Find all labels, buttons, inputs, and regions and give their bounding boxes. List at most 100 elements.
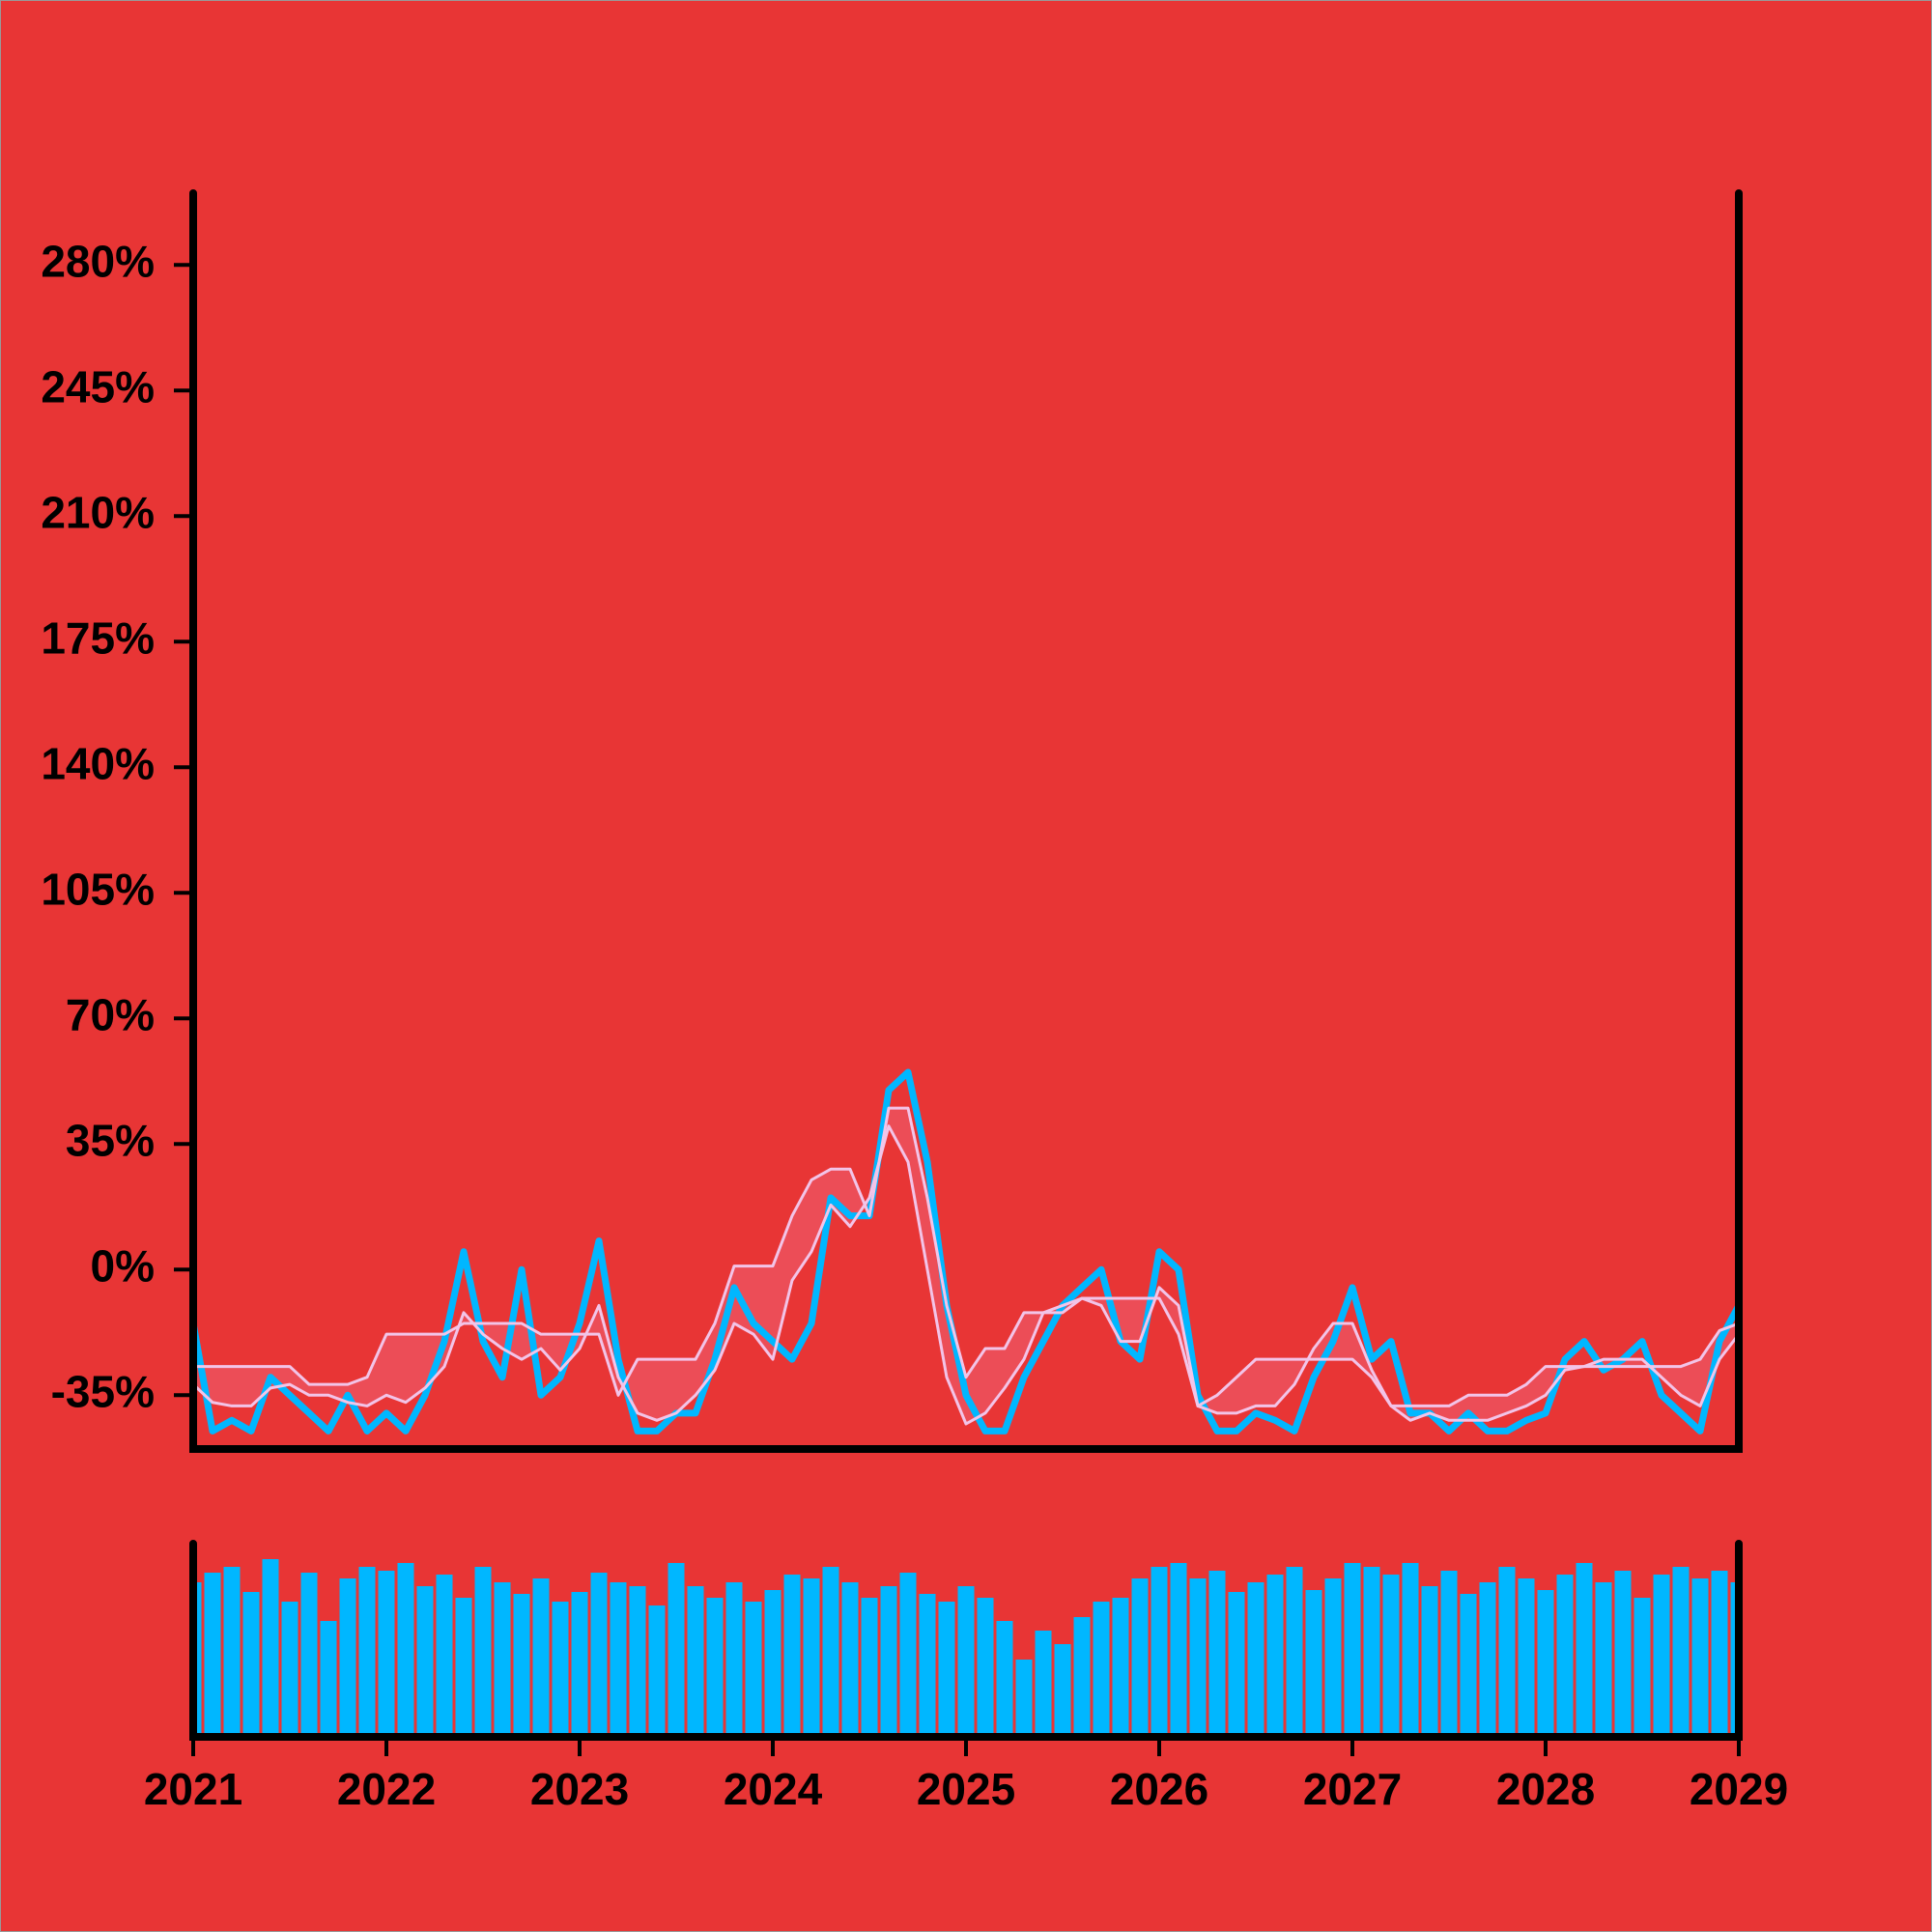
volume-bar	[358, 1567, 376, 1737]
volume-bar	[455, 1598, 472, 1737]
volume-bar	[378, 1571, 395, 1737]
volume-bar	[1498, 1567, 1516, 1737]
plot-area	[193, 1068, 1739, 1435]
volume-bar	[1402, 1563, 1419, 1737]
volume-bar	[532, 1578, 550, 1737]
volume-bar	[1440, 1571, 1458, 1737]
volume-bar	[648, 1605, 666, 1737]
volume-bar	[1305, 1590, 1322, 1737]
volume-bar	[1556, 1575, 1574, 1737]
volume-bar	[416, 1586, 434, 1737]
volume-bar	[1537, 1590, 1554, 1737]
volume-bar	[1576, 1563, 1593, 1737]
volume-bar	[1286, 1567, 1303, 1737]
volume-bar	[957, 1586, 975, 1737]
volume-bar	[1382, 1575, 1400, 1737]
volume-bar	[1324, 1578, 1342, 1737]
volume-bar	[242, 1592, 260, 1737]
volume-bar	[1730, 1582, 1739, 1737]
y-tick-label: 245%	[41, 361, 155, 412]
volume-bar	[223, 1567, 241, 1737]
volume-bar	[764, 1590, 781, 1737]
y-tick-label: 105%	[41, 864, 155, 914]
y-tick-label: 140%	[41, 738, 155, 788]
x-tick-label: 2027	[1303, 1764, 1402, 1814]
volume-bar	[590, 1573, 608, 1737]
volume-bar	[687, 1586, 704, 1737]
volume-bar	[725, 1582, 743, 1737]
volume-bar	[745, 1602, 762, 1737]
volume-bar	[552, 1602, 569, 1737]
y-tick-label: -35%	[51, 1366, 155, 1416]
volume-bar	[938, 1602, 955, 1737]
volume-bar	[861, 1598, 878, 1737]
x-tick-label: 2023	[530, 1764, 629, 1814]
volume-bar	[706, 1598, 724, 1737]
volume-bar	[204, 1573, 221, 1737]
volume-bar	[783, 1575, 801, 1737]
volume-bar	[1344, 1563, 1361, 1737]
volume-bar	[610, 1582, 627, 1737]
volume-bar	[1131, 1578, 1149, 1737]
volume-bar	[513, 1594, 530, 1737]
y-tick-label: 35%	[66, 1115, 155, 1165]
volume-bar	[1691, 1578, 1709, 1737]
volume-area	[193, 1559, 1739, 1737]
band-line	[193, 1106, 1739, 1407]
volume-bar	[262, 1559, 279, 1737]
volume-bar	[1653, 1575, 1670, 1737]
volume-bar	[1054, 1644, 1071, 1737]
volume-bar	[880, 1586, 897, 1737]
band-line	[193, 1124, 1739, 1426]
volume-bar	[1228, 1592, 1245, 1737]
volume-bar	[1189, 1578, 1207, 1737]
x-tick-label: 2026	[1110, 1764, 1208, 1814]
main-frame	[189, 189, 1743, 1453]
volume-bar	[571, 1592, 588, 1737]
x-tick-label: 2029	[1690, 1764, 1788, 1814]
volume-bar	[996, 1621, 1013, 1737]
volume-bar	[1479, 1582, 1496, 1737]
price-line	[193, 1068, 1739, 1435]
volume-bar	[397, 1563, 414, 1737]
volume-bar	[1518, 1578, 1535, 1737]
y-tick-label: 210%	[41, 487, 155, 537]
volume-bar	[1421, 1586, 1438, 1737]
volume-bar	[1363, 1567, 1380, 1737]
volume-bar	[1073, 1617, 1091, 1737]
volume-bar	[1151, 1567, 1168, 1737]
band-fill	[193, 1108, 1739, 1424]
volume-bar	[977, 1598, 994, 1737]
volume-bar	[1614, 1571, 1632, 1737]
y-tick-label: 280%	[41, 236, 155, 286]
axes	[174, 189, 1743, 1756]
volume-bar	[300, 1573, 318, 1737]
volume-bar	[668, 1563, 685, 1737]
volume-bar	[1247, 1582, 1264, 1737]
x-tick-label: 2028	[1496, 1764, 1595, 1814]
volume-bar	[281, 1602, 298, 1737]
volume-bar	[1711, 1571, 1728, 1737]
volume-bar	[1093, 1602, 1110, 1737]
volume-bar	[1208, 1571, 1226, 1737]
volume-bar	[474, 1567, 492, 1737]
volume-bar	[1015, 1660, 1033, 1737]
volume-bar	[1595, 1582, 1612, 1737]
x-tick-label: 2022	[337, 1764, 436, 1814]
volume-bar	[1672, 1567, 1690, 1737]
volume-bar	[1634, 1598, 1651, 1737]
volume-bar	[629, 1586, 646, 1737]
x-tick-label: 2021	[144, 1764, 242, 1814]
x-tick-label: 2024	[724, 1764, 823, 1814]
volume-bar	[1035, 1631, 1052, 1737]
volume-bar	[1112, 1598, 1129, 1737]
y-tick-label: 175%	[41, 612, 155, 663]
volume-bar	[803, 1578, 820, 1737]
volume-bar	[193, 1582, 202, 1737]
volume-bar	[841, 1582, 859, 1737]
volume-bar	[1266, 1575, 1284, 1737]
x-tick-label: 2025	[917, 1764, 1015, 1814]
volume-bar	[1170, 1563, 1187, 1737]
volume-bar	[494, 1582, 511, 1737]
